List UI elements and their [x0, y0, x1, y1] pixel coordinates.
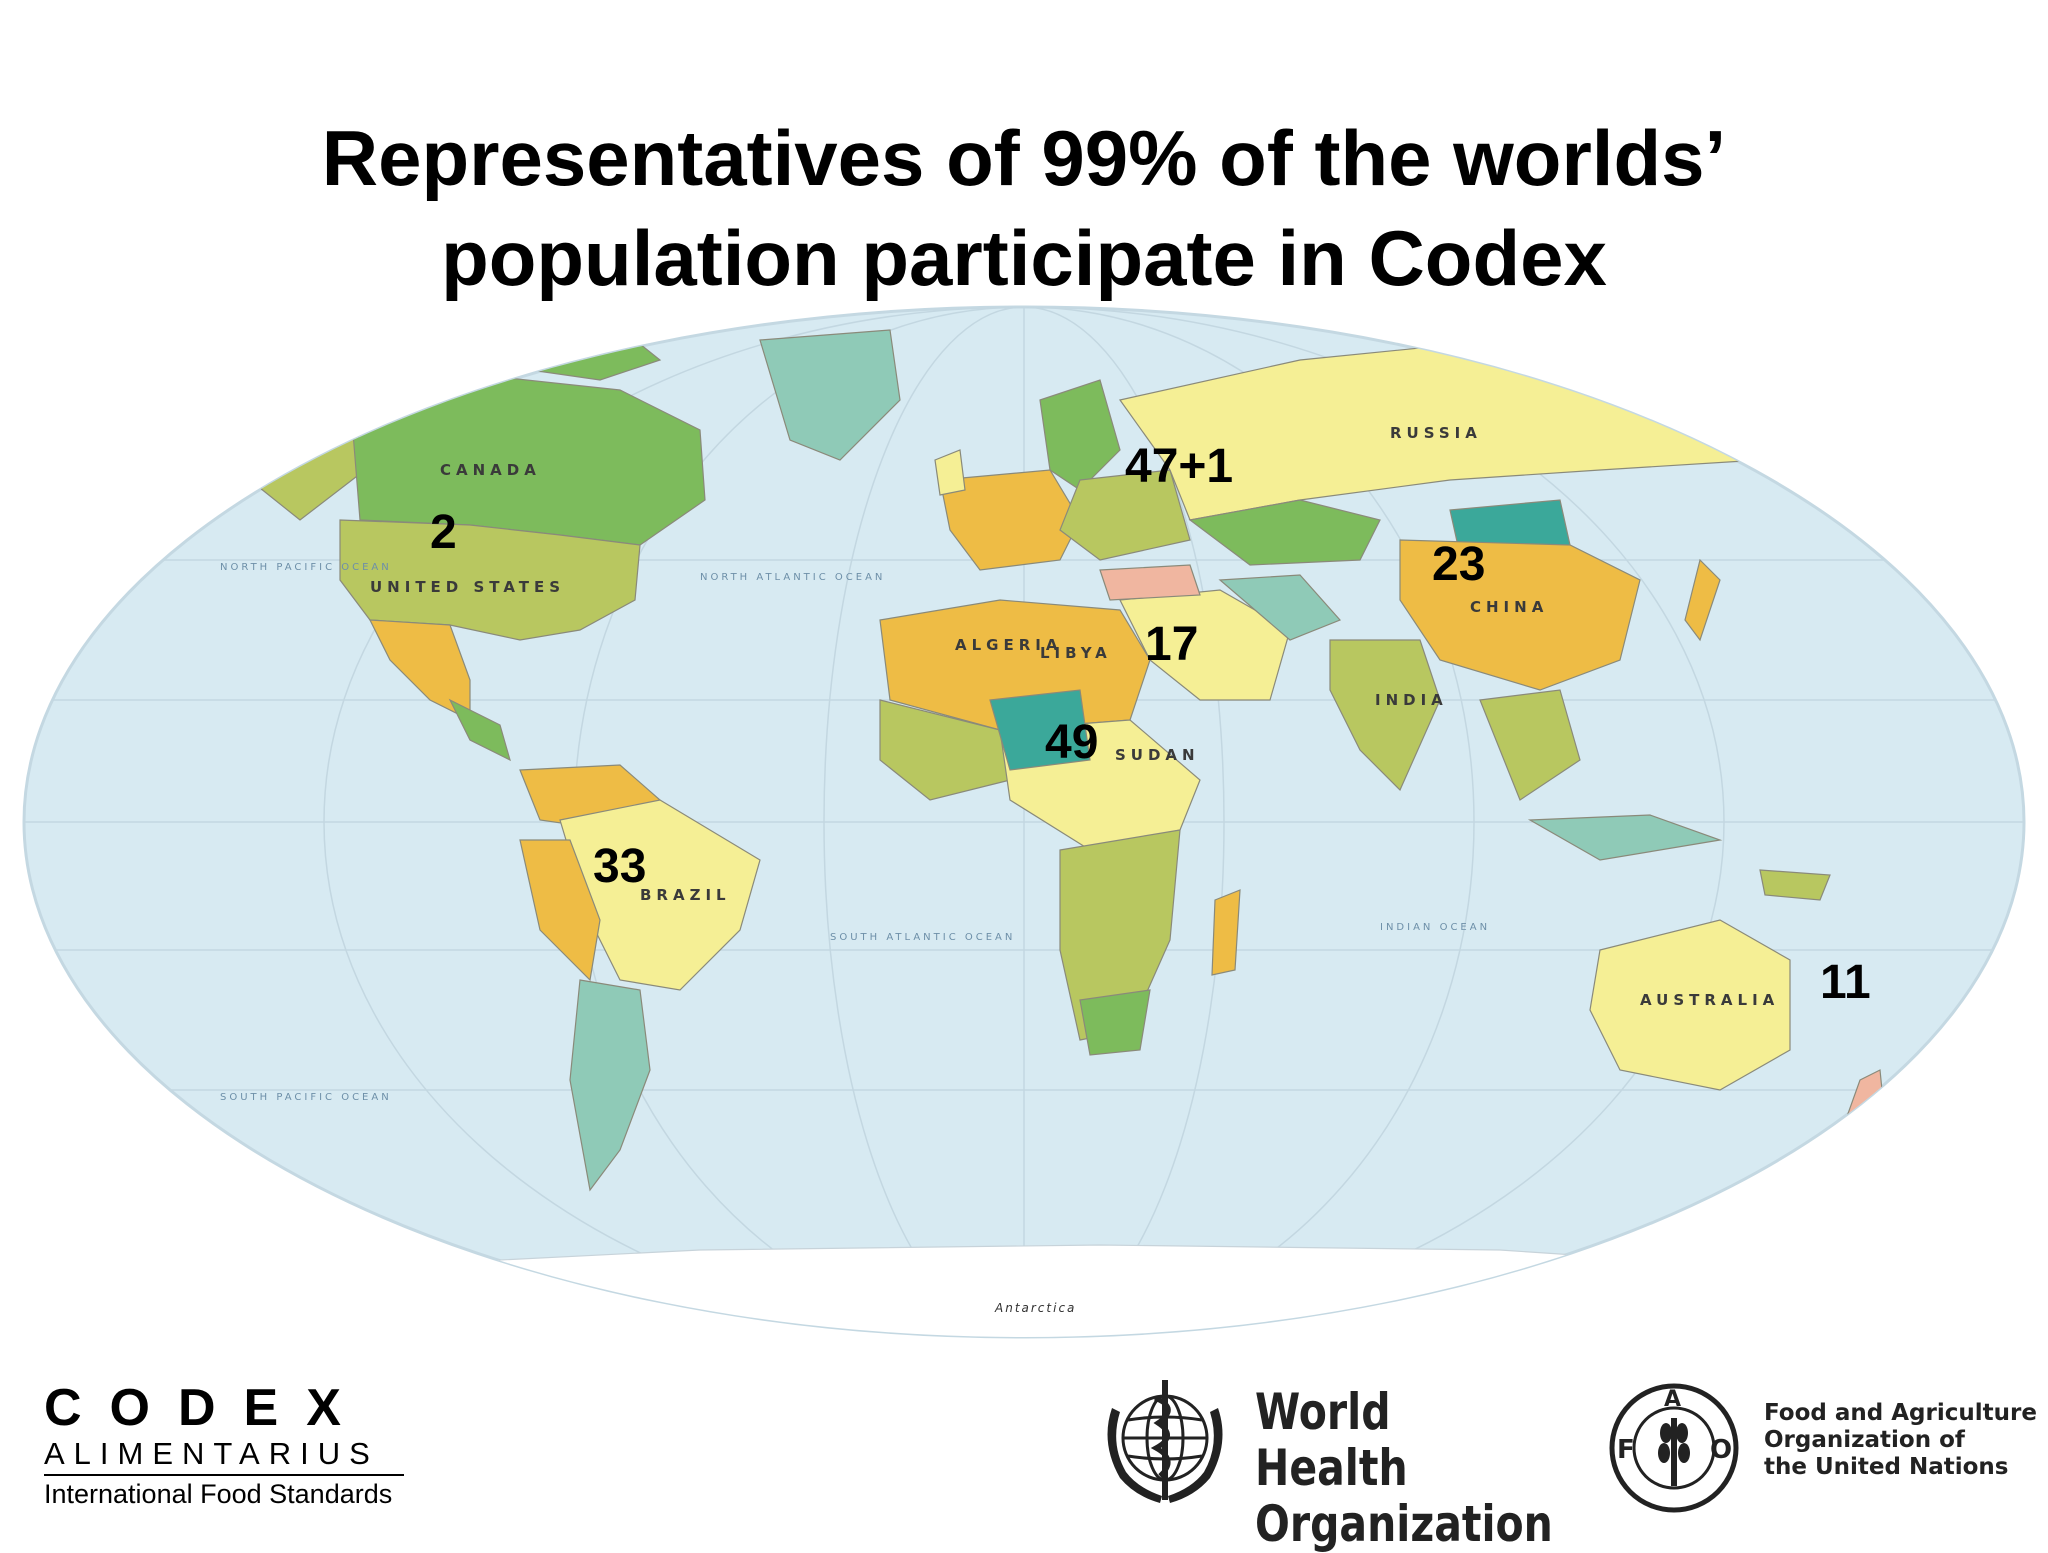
ocean-label-south-atlantic: SOUTH ATLANTIC OCEAN — [830, 932, 1015, 943]
fao-name: Food and Agriculture Organization of the… — [1764, 1400, 2037, 1481]
fao-line-2: Organization of — [1764, 1427, 1965, 1453]
region-count-north-america: 2 — [430, 506, 457, 559]
region-count-africa: 49 — [1045, 716, 1098, 769]
fao-line-1: Food and Agriculture — [1764, 1400, 2037, 1426]
west-africa — [879, 699, 1011, 801]
uk — [934, 449, 966, 496]
world-map: CANADA UNITED STATES RUSSIA CHINA BRAZIL… — [22, 305, 2026, 1339]
eastern-europe — [1059, 469, 1191, 561]
country-label-australia: AUSTRALIA — [1640, 991, 1779, 1009]
who-line-1: World Health — [1255, 1383, 1408, 1497]
peru-bolivia — [519, 839, 601, 982]
southeast-asia — [1479, 689, 1581, 801]
region-count-europe: 47+1 — [1125, 440, 1233, 493]
codex-sub: ALIMENTARIUS — [44, 1436, 404, 1476]
fao-logo: F A O Food and Agriculture Organization … — [1604, 1378, 2044, 1518]
japan — [1684, 558, 1721, 642]
ocean-label-indian: INDIAN OCEAN — [1380, 922, 1490, 933]
antarctica — [198, 1244, 1902, 1337]
codex-word: CODEX — [44, 1379, 369, 1437]
codex-logo: CODEX ALIMENTARIUS International Food St… — [44, 1380, 424, 1512]
madagascar — [1211, 889, 1241, 976]
indonesia — [1527, 814, 1723, 861]
greenland — [759, 329, 901, 461]
svg-text:F: F — [1617, 1435, 1635, 1465]
region-count-asia: 23 — [1432, 538, 1485, 591]
australia — [1589, 919, 1791, 1091]
region-count-latin-america: 33 — [593, 840, 646, 893]
scandinavia — [1039, 379, 1121, 491]
slide-title: Representatives of 99% of the worlds’ po… — [0, 108, 2048, 308]
turkey — [1099, 564, 1201, 601]
united-states — [339, 519, 641, 641]
codex-tagline: International Food Standards — [44, 1479, 393, 1509]
region-count-near-east: 17 — [1145, 618, 1198, 671]
niger-chad — [989, 689, 1091, 771]
antarctica-label: Antarctica — [994, 1301, 1076, 1315]
ocean-label-north-pacific: NORTH PACIFIC OCEAN — [220, 562, 392, 573]
china — [1399, 539, 1641, 691]
svg-text:O: O — [1710, 1435, 1732, 1465]
north-africa — [879, 599, 1151, 731]
india — [1329, 639, 1441, 792]
argentina-chile — [569, 979, 651, 1192]
ocean-label-south-pacific: SOUTH PACIFIC OCEAN — [220, 1092, 392, 1103]
country-label-canada: CANADA — [440, 461, 541, 479]
who-emblem-icon — [1107, 1380, 1223, 1503]
svg-text:A: A — [1664, 1387, 1681, 1412]
who-logo: World Health Organization — [1090, 1368, 1553, 1552]
new-guinea — [1759, 869, 1831, 901]
country-label-india: INDIA — [1375, 691, 1448, 709]
who-line-2: Organization — [1255, 1495, 1553, 1553]
kazakhstan — [1188, 499, 1381, 566]
fao-emblem-icon: F A O — [1609, 1383, 1739, 1513]
country-label-libya: LIBYA — [1040, 644, 1112, 662]
country-label-sudan: SUDAN — [1115, 746, 1200, 764]
country-label-united-states: UNITED STATES — [370, 578, 565, 596]
country-label-algeria: ALGERIA — [955, 636, 1062, 654]
country-label-brazil: BRAZIL — [640, 886, 731, 904]
title-line-2: population participate in Codex — [441, 214, 1607, 302]
fao-line-3: the United Nations — [1764, 1454, 2009, 1480]
iran — [1218, 574, 1342, 641]
region-count-south-west-pacific: 11 — [1820, 956, 1871, 1009]
central-america — [448, 698, 511, 762]
country-label-china: CHINA — [1470, 598, 1548, 616]
country-label-russia: RUSSIA — [1390, 424, 1482, 442]
south-africa — [1079, 989, 1151, 1056]
ocean-label-north-atlantic: NORTH ATLANTIC OCEAN — [700, 572, 885, 583]
who-name: World Health Organization — [1255, 1384, 1553, 1552]
title-line-1: Representatives of 99% of the worlds’ — [321, 114, 1727, 202]
western-europe — [939, 469, 1081, 571]
